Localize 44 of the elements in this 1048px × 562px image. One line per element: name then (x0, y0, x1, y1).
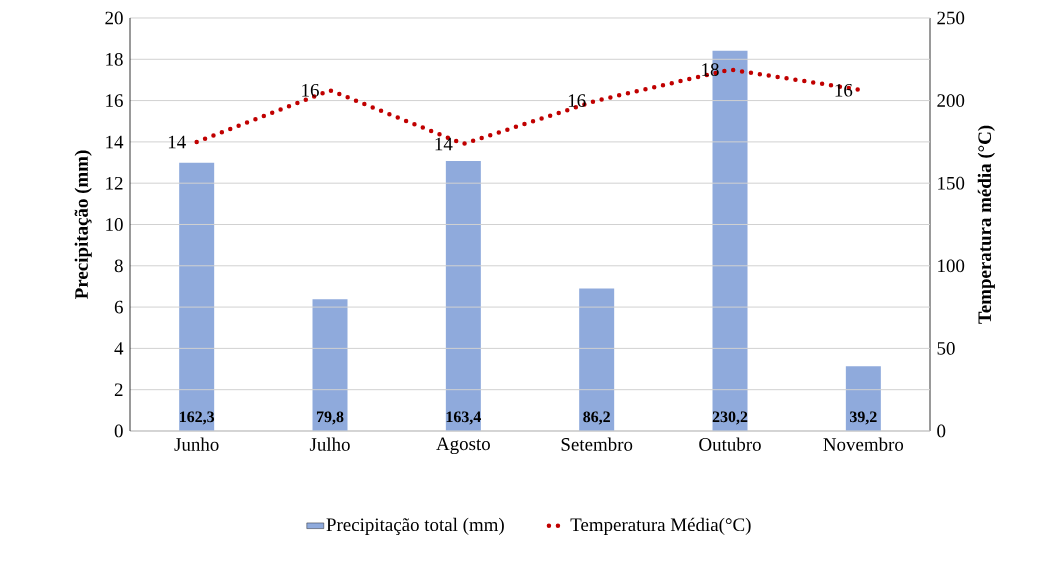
y-tick-label: 12 (106, 176, 123, 190)
y2-tick-label: 200 (937, 94, 965, 107)
data-label: 14 (435, 137, 453, 151)
x-tick-label: Junho (174, 437, 219, 451)
y-tick-label: 6 (114, 300, 123, 314)
legend-label: Precipitação total (mm) (326, 517, 504, 535)
data-label: 39,2 (849, 411, 877, 425)
data-label: 79,8 (316, 411, 344, 425)
y2-tick-label: 250 (937, 11, 965, 25)
y-tick-label: 4 (114, 342, 124, 355)
data-label: 16 (302, 83, 319, 97)
y-tick-label: 14 (106, 135, 124, 149)
y-tick-label: 20 (105, 11, 123, 25)
y-axis-title: Precipitação (mm) (74, 150, 92, 299)
y-tick-label: 16 (106, 94, 123, 107)
x-tick-label: Outubro (699, 437, 761, 451)
y-tick-label: 10 (106, 218, 123, 231)
y-tick-label: 8 (114, 259, 123, 273)
y2-tick-label: 100 (938, 259, 965, 273)
data-label: 230,2 (712, 411, 748, 425)
bar (445, 161, 481, 431)
y-tick-label: 18 (106, 52, 123, 66)
y2-axis-title: Temperatura média (°C) (977, 125, 995, 324)
data-label: 86,2 (583, 411, 610, 425)
x-tick-label: Julho (309, 437, 350, 451)
bar (579, 288, 615, 431)
bar (845, 366, 881, 431)
x-tick-label: Novembro (823, 437, 904, 451)
x-tick-label: Setembro (561, 437, 633, 451)
data-label: 163,4 (446, 411, 481, 425)
y-tick-label: 0 (114, 424, 123, 438)
data-label: 162,3 (180, 411, 215, 425)
data-label: 14 (168, 135, 186, 149)
y2-tick-label: 0 (937, 424, 946, 438)
data-label: 18 (702, 63, 719, 76)
y2-tick-label: 150 (938, 176, 965, 190)
x-tick-label: Agosto (436, 437, 490, 455)
y-tick-label: 2 (114, 383, 123, 396)
bar (312, 299, 348, 431)
data-label: 16 (835, 83, 853, 97)
bar (179, 162, 215, 431)
y2-tick-label: 50 (937, 342, 955, 355)
data-label: 16 (568, 94, 586, 107)
legend-label: Temperatura Média(°C) (570, 517, 751, 535)
